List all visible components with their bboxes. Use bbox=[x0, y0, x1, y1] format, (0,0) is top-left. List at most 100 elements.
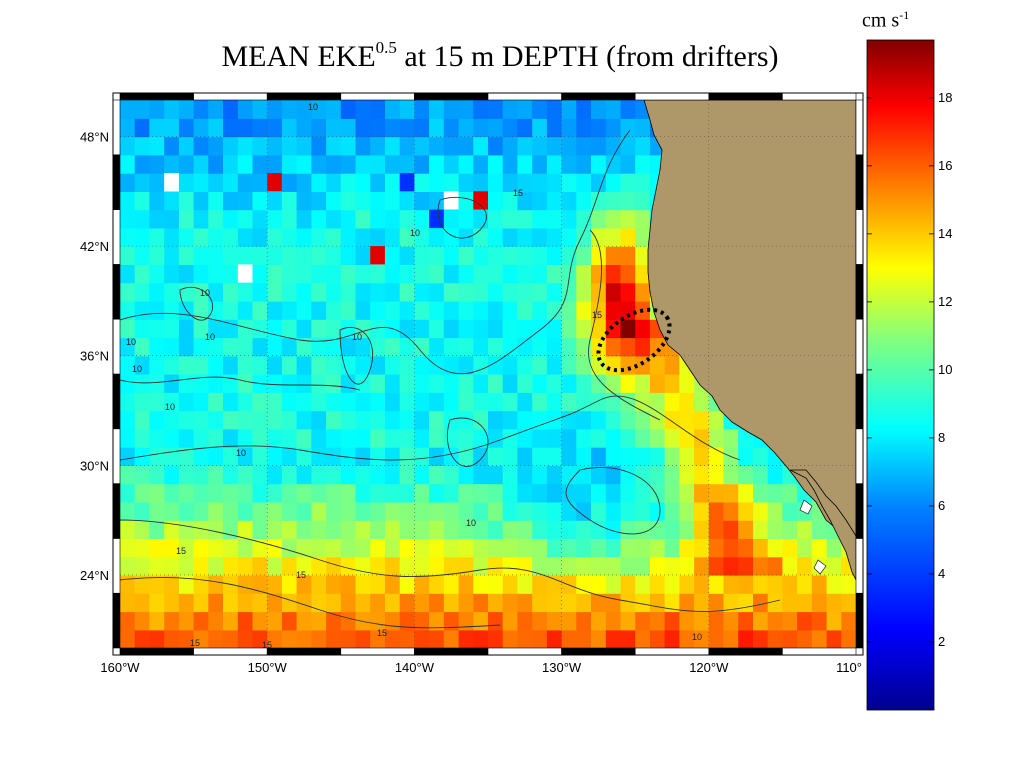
eke-cell bbox=[149, 483, 165, 503]
eke-cell bbox=[694, 392, 710, 412]
eke-cell bbox=[502, 501, 518, 521]
eke-cell bbox=[120, 319, 136, 339]
contour-label: 15 bbox=[592, 310, 602, 320]
eke-cell bbox=[414, 100, 430, 119]
eke-cell bbox=[120, 483, 136, 503]
eke-cell bbox=[635, 191, 651, 211]
eke-cell bbox=[605, 246, 622, 265]
eke-cell bbox=[208, 173, 224, 192]
eke-cell bbox=[311, 337, 327, 357]
eke-cell bbox=[708, 556, 725, 576]
eke-cell bbox=[502, 392, 518, 412]
eke-cell bbox=[576, 209, 592, 229]
eke-cell bbox=[591, 593, 607, 613]
frame-segment-left bbox=[112, 264, 121, 320]
eke-cell bbox=[193, 191, 209, 211]
eke-cell bbox=[134, 136, 150, 156]
eke-cell bbox=[620, 593, 636, 613]
eke-cell bbox=[311, 501, 327, 521]
eke-cell bbox=[223, 593, 239, 613]
eke-cell bbox=[576, 118, 592, 138]
eke-cell bbox=[561, 209, 577, 229]
eke-cell-sparse bbox=[370, 246, 385, 265]
eke-cell bbox=[164, 300, 180, 320]
eke-cell bbox=[237, 428, 254, 448]
eke-cell bbox=[576, 355, 592, 375]
eke-cell bbox=[649, 428, 666, 448]
eke-cell bbox=[385, 355, 401, 375]
eke-cell bbox=[429, 374, 445, 393]
eke-cell bbox=[252, 392, 268, 412]
eke-cell bbox=[502, 191, 518, 211]
eke-cell bbox=[532, 191, 548, 211]
eke-cell bbox=[635, 574, 651, 594]
eke-cell bbox=[120, 300, 136, 320]
longitude-tick-label: 160°W bbox=[100, 660, 140, 675]
eke-cell bbox=[252, 246, 268, 265]
eke-cell bbox=[223, 154, 239, 174]
eke-cell bbox=[355, 593, 371, 613]
eke-cell bbox=[120, 136, 136, 156]
eke-cell bbox=[488, 264, 504, 284]
eke-cell bbox=[370, 428, 386, 448]
longitude-tick-label: 140°W bbox=[395, 660, 435, 675]
eke-cell bbox=[443, 154, 460, 174]
eke-cell bbox=[767, 483, 783, 503]
eke-cell bbox=[488, 173, 504, 192]
eke-cell bbox=[399, 282, 415, 302]
eke-cell bbox=[370, 319, 386, 339]
eke-cell bbox=[532, 246, 548, 265]
eke-cell bbox=[414, 136, 430, 156]
eke-cell bbox=[561, 173, 577, 192]
eke-cell bbox=[399, 483, 415, 503]
eke-cell bbox=[193, 246, 209, 265]
eke-cell bbox=[532, 410, 548, 430]
eke-cell bbox=[694, 465, 710, 485]
eke-cell bbox=[811, 574, 828, 594]
eke-cell bbox=[326, 556, 342, 576]
eke-cell bbox=[414, 154, 430, 174]
eke-cell bbox=[576, 611, 592, 631]
eke-cell bbox=[797, 629, 813, 648]
eke-cell bbox=[605, 428, 622, 448]
eke-cell bbox=[649, 501, 666, 521]
frame-segment-bottom bbox=[414, 647, 489, 656]
eke-cell bbox=[443, 428, 460, 448]
eke-cell bbox=[164, 227, 180, 247]
eke-cell bbox=[120, 246, 136, 265]
eke-cell bbox=[120, 392, 136, 412]
eke-cell bbox=[208, 355, 224, 375]
frame-segment-left bbox=[112, 154, 121, 210]
eke-cell bbox=[385, 264, 401, 284]
eke-cell bbox=[326, 300, 342, 320]
eke-cell bbox=[591, 209, 607, 229]
eke-cell bbox=[576, 337, 592, 357]
eke-cell bbox=[458, 392, 474, 412]
eke-cell bbox=[134, 264, 150, 284]
eke-cell bbox=[561, 100, 577, 119]
eke-cell bbox=[208, 465, 224, 485]
eke-cell bbox=[635, 629, 651, 648]
eke-cell bbox=[576, 483, 592, 503]
eke-cell bbox=[355, 374, 371, 393]
eke-field bbox=[120, 100, 856, 648]
eke-cell bbox=[561, 355, 577, 375]
eke-cell bbox=[458, 465, 474, 485]
eke-cell bbox=[399, 191, 415, 211]
eke-cell bbox=[488, 465, 504, 485]
eke-cell bbox=[414, 191, 430, 211]
eke-cell bbox=[267, 392, 283, 412]
eke-cell bbox=[620, 556, 636, 576]
eke-cell bbox=[738, 447, 754, 466]
eke-cell bbox=[370, 209, 386, 229]
longitude-tick-label: 110° bbox=[836, 660, 862, 675]
eke-cell bbox=[281, 593, 298, 613]
eke-cell bbox=[399, 611, 415, 631]
eke-cell bbox=[311, 374, 327, 393]
eke-cell bbox=[326, 136, 342, 156]
eke-cell bbox=[208, 538, 224, 558]
eke-cell bbox=[385, 136, 401, 156]
eke-cell bbox=[296, 355, 312, 375]
eke-cell bbox=[591, 374, 607, 393]
eke-cell bbox=[311, 593, 327, 613]
